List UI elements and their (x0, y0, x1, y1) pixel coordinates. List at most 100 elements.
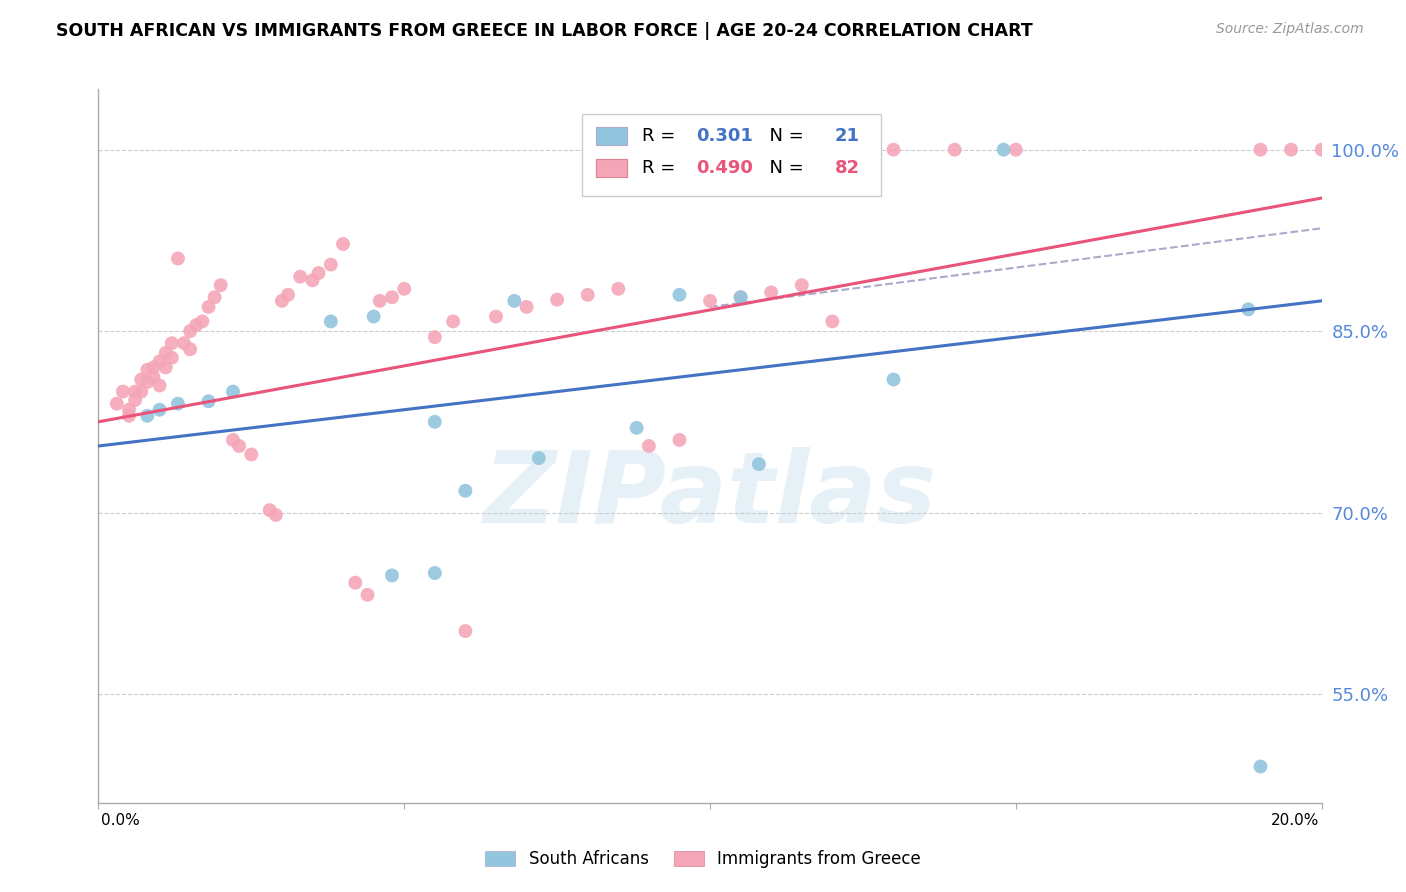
Text: ZIPatlas: ZIPatlas (484, 448, 936, 544)
Point (423, 566, 446, 580)
Point (118, 402, 141, 417)
Point (308, 266, 330, 280)
Point (149, 402, 172, 417)
Text: R =: R = (641, 159, 681, 177)
Point (111, 384, 134, 399)
Point (1249, 759, 1271, 773)
Point (160, 336, 183, 351)
FancyBboxPatch shape (582, 114, 882, 196)
Point (142, 360, 165, 375)
Text: N =: N = (758, 127, 810, 145)
Point (167, 252, 190, 266)
Legend: South Africans, Immigrants from Greece: South Africans, Immigrants from Greece (478, 844, 928, 875)
Point (319, 314, 342, 328)
Point (1249, 143, 1271, 157)
Point (454, 483, 477, 498)
Point (155, 346, 177, 360)
Point (626, 421, 648, 435)
Text: 0.0%: 0.0% (101, 814, 141, 828)
Point (381, 568, 404, 582)
Text: R =: R = (641, 127, 681, 145)
Point (790, 278, 813, 293)
Point (204, 290, 226, 304)
Point (240, 447, 263, 461)
Point (730, 290, 752, 304)
Point (173, 336, 195, 351)
Point (105, 397, 128, 411)
Point (943, 143, 966, 157)
Point (454, 624, 477, 638)
Point (485, 310, 508, 324)
Point (993, 143, 1015, 157)
Point (136, 375, 159, 389)
Text: SOUTH AFRICAN VS IMMIGRANTS FROM GREECE IN LABOR FORCE | AGE 20-24 CORRELATION C: SOUTH AFRICAN VS IMMIGRANTS FROM GREECE … (56, 22, 1033, 40)
Point (222, 384, 245, 399)
Point (637, 439, 661, 453)
Point (179, 343, 201, 357)
Point (730, 290, 752, 304)
FancyBboxPatch shape (596, 127, 627, 145)
Point (290, 269, 312, 284)
Point (118, 409, 141, 423)
Point (527, 451, 550, 466)
Point (129, 372, 152, 386)
Point (142, 370, 165, 384)
Point (668, 288, 690, 302)
Text: 0.301: 0.301 (696, 127, 754, 145)
Point (576, 288, 599, 302)
Point (301, 273, 323, 287)
Point (759, 285, 782, 300)
Point (129, 384, 152, 399)
Point (155, 360, 177, 375)
Point (270, 293, 292, 308)
Point (546, 293, 568, 307)
Point (821, 314, 844, 328)
Point (1279, 143, 1302, 157)
Text: 0.490: 0.490 (696, 159, 754, 177)
Point (503, 293, 526, 308)
Point (344, 575, 367, 590)
Point (209, 278, 232, 293)
Point (1310, 143, 1333, 157)
Point (423, 415, 446, 429)
Point (748, 457, 770, 471)
Point (259, 503, 281, 517)
Text: N =: N = (758, 159, 810, 177)
Point (392, 282, 416, 296)
Point (191, 314, 214, 328)
Point (222, 433, 245, 447)
Text: 82: 82 (835, 159, 860, 177)
Point (124, 392, 146, 407)
Point (699, 293, 721, 308)
Point (381, 290, 404, 304)
Point (516, 300, 538, 314)
Point (607, 282, 630, 296)
Point (883, 143, 905, 157)
Point (423, 330, 446, 344)
Point (197, 300, 219, 314)
Text: Source: ZipAtlas.com: Source: ZipAtlas.com (1216, 22, 1364, 37)
Point (356, 588, 378, 602)
Point (136, 409, 159, 423)
FancyBboxPatch shape (596, 159, 627, 177)
Point (441, 314, 464, 328)
Point (197, 394, 219, 409)
Point (186, 318, 208, 332)
Point (883, 372, 905, 386)
Point (668, 433, 690, 447)
Point (167, 397, 190, 411)
Point (363, 310, 385, 324)
Text: 20.0%: 20.0% (1271, 814, 1319, 828)
Point (264, 508, 287, 522)
Point (332, 237, 354, 252)
Point (319, 258, 342, 272)
Point (149, 354, 172, 368)
Point (124, 384, 146, 399)
Point (149, 378, 172, 392)
Point (179, 324, 201, 338)
Point (277, 288, 299, 302)
Point (368, 293, 391, 308)
Point (160, 351, 183, 365)
Point (1004, 143, 1026, 157)
Text: 21: 21 (835, 127, 860, 145)
